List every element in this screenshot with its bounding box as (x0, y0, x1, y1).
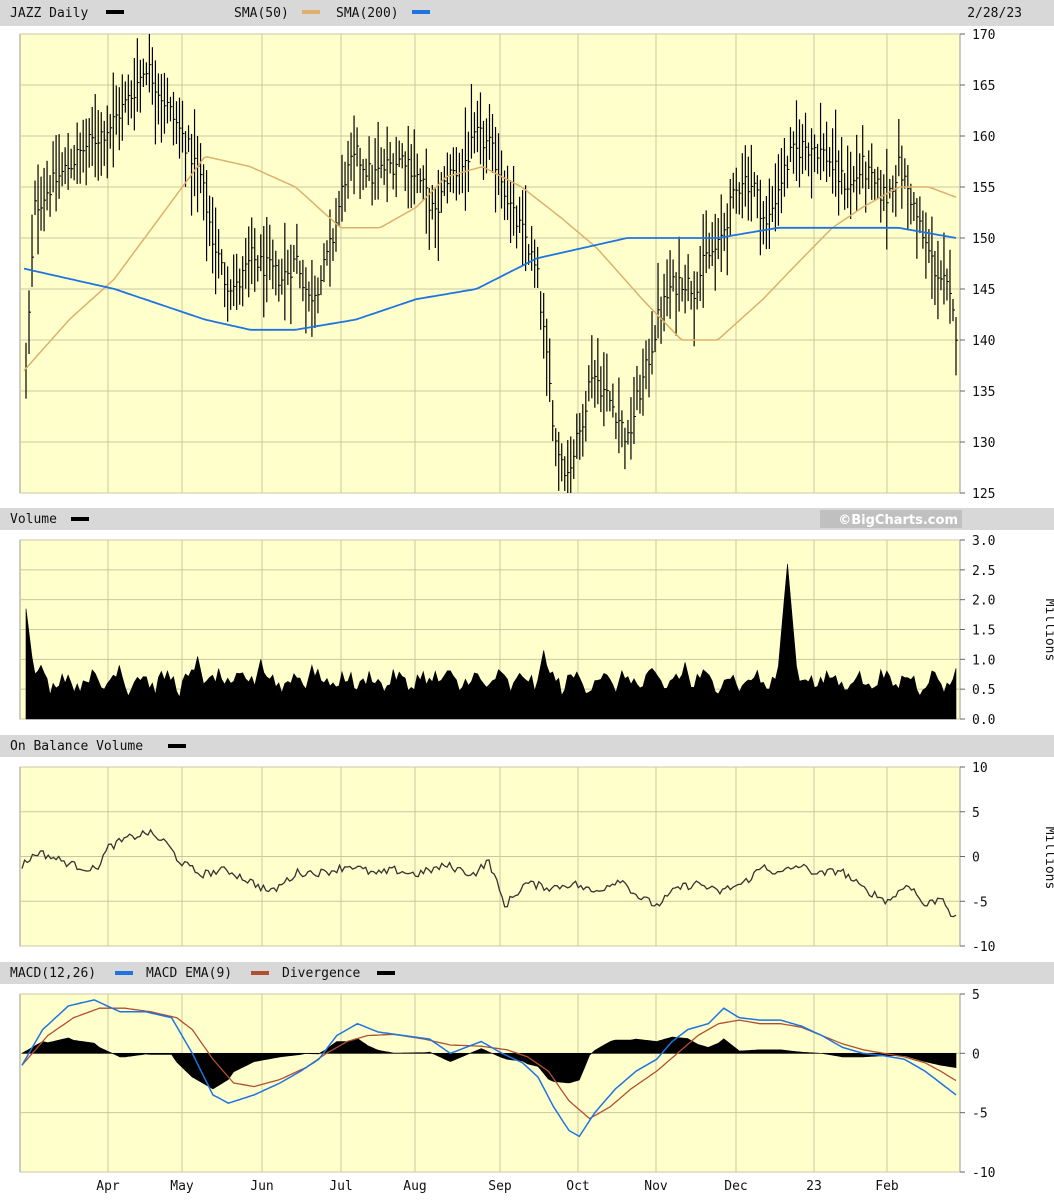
macd-panel: -10 -5 0 5 (19, 988, 995, 1181)
obv-ytick-label: -10 (972, 940, 995, 955)
divergence-label: Divergence (282, 966, 360, 981)
macd-y-axis: -10 -5 0 5 (960, 988, 995, 1181)
volume-panel: 0.0 0.5 1.0 1.5 2.0 2.5 3.0 Millions (19, 534, 1054, 728)
macd-label: MACD(12,26) (10, 966, 96, 981)
sma200-label: SMA(200) (336, 6, 399, 21)
price-header: JAZZ Daily SMA(50) SMA(200) 2/28/23 (0, 0, 1054, 26)
x-tick-label: Oct (566, 1179, 589, 1194)
sma50-legend-swatch (302, 10, 320, 14)
volume-area (25, 563, 957, 720)
obv-header: On Balance Volume (0, 735, 1054, 757)
macd-ytick-label: -10 (972, 1166, 995, 1181)
price-ytick-label: 135 (972, 385, 995, 400)
macd-legend-swatch (115, 971, 133, 975)
x-tick-label: Sep (488, 1179, 512, 1194)
volume-ytick-label: 2.5 (972, 564, 995, 579)
volume-unit-label: Millions (1042, 599, 1054, 662)
price-y-axis: 125 130 135 140 145 150 155 160 165 170 (960, 28, 995, 502)
x-tick-label: Jun (250, 1179, 273, 1194)
price-ytick-label: 170 (972, 28, 995, 43)
macd-ytick-label: 5 (972, 988, 980, 1003)
obv-line (21, 828, 957, 918)
symbol-label: JAZZ Daily (10, 6, 88, 21)
obv-ytick-label: 5 (972, 806, 980, 821)
price-ytick-label: 130 (972, 436, 995, 451)
macd-ema-legend-swatch (251, 971, 269, 975)
volume-ytick-label: 1.5 (972, 624, 995, 639)
sma50-line (23, 156, 957, 372)
price-ytick-label: 155 (972, 181, 995, 196)
sma200-line (23, 226, 957, 331)
macd-line (21, 999, 957, 1138)
obv-grid (20, 766, 960, 947)
volume-ytick-label: 1.0 (972, 653, 995, 668)
x-tick-label: Jul (329, 1179, 352, 1194)
x-tick-label: 23 (806, 1179, 822, 1194)
volume-ytick-label: 2.0 (972, 594, 995, 609)
divergence-area (21, 1036, 957, 1090)
volume-legend-swatch (71, 517, 89, 521)
macd-ema-line (21, 1007, 957, 1120)
obv-y-axis: -10 -5 0 5 10 (960, 761, 995, 955)
price-legend-swatch (106, 10, 124, 14)
x-tick-label: May (170, 1179, 194, 1194)
macd-ytick-label: -5 (972, 1107, 988, 1122)
chart-date: 2/28/23 (967, 6, 1022, 21)
sma200-legend-swatch (412, 10, 430, 14)
macd-ema-label: MACD EMA(9) (146, 966, 232, 981)
obv-label: On Balance Volume (10, 739, 143, 754)
volume-ytick-label: 0.0 (972, 713, 995, 728)
price-ytick-label: 145 (972, 283, 995, 298)
macd-ytick-label: 0 (972, 1047, 980, 1062)
price-ytick-label: 125 (972, 487, 995, 502)
x-tick-label: Aug (403, 1179, 426, 1194)
volume-ytick-label: 3.0 (972, 534, 995, 549)
x-tick-label: Dec (724, 1179, 747, 1194)
brand-label: ©BigCharts.com (838, 513, 958, 528)
volume-header: Volume ©BigCharts.com (0, 508, 1054, 530)
volume-label: Volume (10, 512, 57, 527)
x-tick-label: Apr (96, 1179, 120, 1194)
volume-ytick-label: 0.5 (972, 683, 995, 698)
macd-grid (20, 993, 960, 1173)
obv-ytick-label: 10 (972, 761, 988, 776)
x-tick-label: Feb (875, 1179, 899, 1194)
x-axis: Apr May Jun Jul Aug Sep Oct Nov Dec 23 Feb (96, 1179, 899, 1194)
price-panel: 125 130 135 140 145 150 155 160 165 170 (19, 28, 995, 502)
price-bars (25, 34, 958, 493)
obv-unit-label: Millions (1042, 827, 1054, 890)
obv-legend-swatch (168, 744, 186, 748)
price-ytick-label: 150 (972, 232, 995, 247)
x-tick-label: Nov (644, 1179, 668, 1194)
divergence-legend-swatch (377, 971, 395, 975)
macd-header: MACD(12,26) MACD EMA(9) Divergence (0, 962, 1054, 984)
obv-ytick-label: 0 (972, 851, 980, 866)
price-ytick-label: 160 (972, 130, 995, 145)
volume-y-axis: 0.0 0.5 1.0 1.5 2.0 2.5 3.0 (960, 534, 995, 728)
obv-ytick-label: -5 (972, 895, 988, 910)
obv-panel: -10 -5 0 5 10 Millions (19, 761, 1054, 955)
sma50-label: SMA(50) (234, 6, 289, 21)
price-ytick-label: 165 (972, 79, 995, 94)
price-ytick-label: 140 (972, 334, 995, 349)
